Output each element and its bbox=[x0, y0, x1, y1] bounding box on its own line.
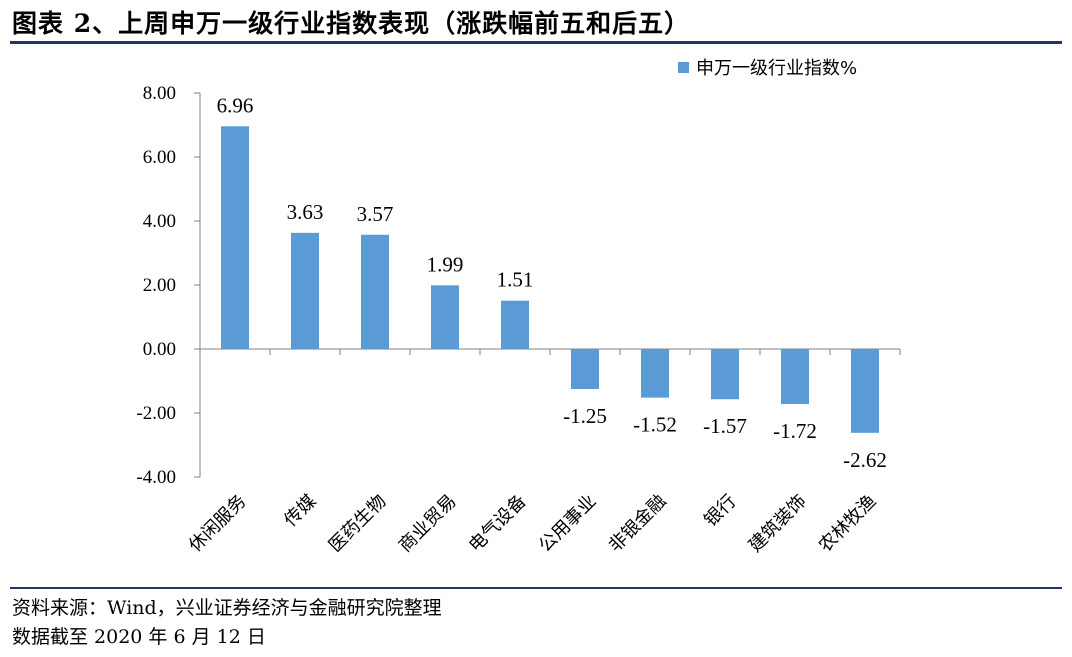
bar bbox=[221, 126, 249, 349]
data-label: -1.52 bbox=[633, 413, 677, 437]
legend-swatch bbox=[678, 62, 689, 73]
bar bbox=[431, 285, 459, 349]
category-label: 非银金融 bbox=[605, 491, 671, 557]
bar bbox=[291, 232, 319, 349]
data-label: -1.57 bbox=[703, 414, 747, 438]
category-label: 电气设备 bbox=[465, 491, 531, 557]
y-tick-label: -4.00 bbox=[136, 467, 176, 488]
category-label: 休闲服务 bbox=[185, 491, 251, 557]
bar bbox=[781, 349, 809, 405]
category-label: 商业贸易 bbox=[395, 491, 461, 557]
category-label: 农林牧渔 bbox=[815, 491, 881, 557]
bar-chart: 8.00 6.00 4.00 2.00 0.00 -2.00 -4.00 6.96 3.63 3… bbox=[136, 58, 901, 557]
data-label: -1.25 bbox=[563, 404, 607, 428]
data-label: 3.57 bbox=[357, 202, 394, 226]
y-tick-label: 8.00 bbox=[143, 83, 176, 104]
data-label: 1.99 bbox=[427, 252, 464, 276]
chart-category-labels: 休闲服务 传媒 医药生物 商业贸易 电气设备 公用事业 非银金融 银行 建筑装饰 农林牧渔 bbox=[185, 491, 881, 557]
y-tick-label: 0.00 bbox=[143, 339, 176, 360]
legend-label: 申万一级行业指数% bbox=[696, 58, 857, 79]
chart-legend: 申万一级行业指数% bbox=[678, 58, 857, 79]
data-label: -2.62 bbox=[843, 448, 887, 472]
y-tick-label: 2.00 bbox=[143, 275, 176, 296]
category-label: 公用事业 bbox=[535, 491, 601, 557]
chart-data-labels: 6.96 3.63 3.57 1.99 1.51 -1.25 -1.52 -1.57 -1.72… bbox=[217, 93, 887, 472]
footer-rule bbox=[10, 587, 1062, 589]
date-note: 数据截至 2020 年 6 月 12 日 bbox=[12, 626, 266, 648]
bar bbox=[711, 349, 739, 400]
data-label: 1.51 bbox=[497, 268, 534, 292]
category-label: 传媒 bbox=[280, 491, 320, 531]
chart-bars bbox=[221, 126, 879, 433]
source-note: 资料来源：Wind，兴业证券经济与金融研究院整理 bbox=[12, 597, 442, 619]
data-label: 6.96 bbox=[217, 93, 254, 117]
category-label: 建筑装饰 bbox=[745, 491, 811, 557]
y-tick-label: 6.00 bbox=[143, 147, 176, 168]
data-label: 3.63 bbox=[287, 200, 324, 224]
y-tick-label: -2.00 bbox=[136, 403, 176, 424]
bar bbox=[851, 349, 879, 433]
bar bbox=[641, 349, 669, 398]
category-label: 银行 bbox=[700, 491, 740, 531]
data-label: -1.72 bbox=[773, 419, 817, 443]
title-rule bbox=[10, 41, 1062, 44]
category-label: 医药生物 bbox=[325, 491, 391, 557]
figure-title: 图表 2、上周申万一级行业指数表现（涨跌幅前五和后五） bbox=[12, 9, 691, 38]
bar bbox=[571, 349, 599, 389]
bar bbox=[501, 300, 529, 349]
bar bbox=[361, 234, 389, 349]
y-tick-label: 4.00 bbox=[143, 211, 176, 232]
